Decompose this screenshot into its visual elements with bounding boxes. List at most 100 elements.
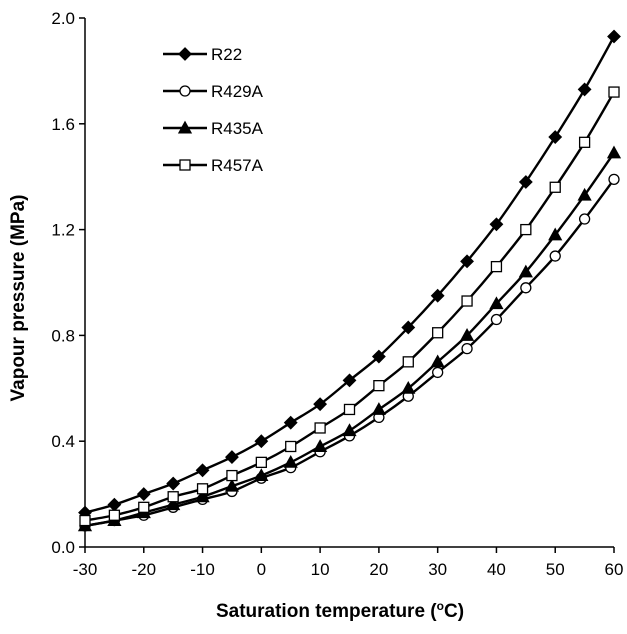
data-point-r457a xyxy=(138,501,150,513)
data-point-r457a xyxy=(373,380,385,392)
data-point-r435a xyxy=(283,455,298,468)
legend-label-r457a: R457A xyxy=(211,156,264,175)
data-point-r22 xyxy=(518,175,533,189)
data-point-r457a xyxy=(167,491,179,503)
legend-entry-r435a: R435A xyxy=(163,119,264,138)
series-r457a xyxy=(79,86,620,527)
legend-marker-r435a xyxy=(177,120,193,134)
series-r435a xyxy=(77,145,622,532)
legend-marker-r457a xyxy=(179,159,191,171)
data-point-r22 xyxy=(166,476,181,491)
x-tick-label: 20 xyxy=(369,560,388,579)
data-point-r435a xyxy=(313,439,328,452)
data-point-r435a xyxy=(166,497,181,511)
data-point-r457a xyxy=(285,440,297,453)
data-point-r457a xyxy=(196,483,209,495)
data-point-r22 xyxy=(225,450,239,464)
data-point-r429a xyxy=(432,366,444,379)
data-point-r429a xyxy=(461,342,473,355)
data-point-r22 xyxy=(107,497,122,512)
data-point-r22 xyxy=(254,434,269,449)
x-tick-label: -30 xyxy=(73,560,98,579)
data-point-r429a xyxy=(520,282,532,294)
data-point-r429a xyxy=(490,313,503,326)
data-point-r435a xyxy=(430,354,445,368)
legend-label-r435a: R435A xyxy=(211,119,264,138)
data-point-r457a xyxy=(108,509,121,521)
y-tick-label: 1.2 xyxy=(51,221,75,240)
data-point-r22 xyxy=(195,463,210,478)
legend-marker-r429a xyxy=(179,85,191,97)
data-point-r22 xyxy=(313,397,328,412)
data-point-r22 xyxy=(548,130,563,144)
series-line-r435a xyxy=(84,152,615,528)
data-point-r22 xyxy=(401,320,416,335)
data-point-r22 xyxy=(489,217,504,232)
y-axis-title: Vapour pressure (MPa) xyxy=(8,195,29,402)
data-point-r429a xyxy=(608,173,620,185)
data-point-r457a xyxy=(79,514,91,527)
data-point-r435a xyxy=(606,145,622,159)
data-point-r457a xyxy=(226,469,238,482)
data-point-r435a xyxy=(254,468,269,482)
y-tick-label: 0.8 xyxy=(51,326,75,345)
data-point-r457a xyxy=(432,327,444,339)
x-tick-label: 40 xyxy=(487,560,506,579)
legend-marker-r22 xyxy=(178,47,192,61)
series-r429a xyxy=(79,173,620,532)
data-point-r435a xyxy=(548,227,563,241)
y-tick-label: 1.6 xyxy=(51,115,75,134)
y-tick-label: 0.4 xyxy=(51,432,75,451)
legend: R22 R429A R435A R457A xyxy=(163,45,264,175)
x-tick-label: 0 xyxy=(257,560,266,579)
data-point-r435a xyxy=(518,264,533,278)
data-point-r457a xyxy=(314,422,326,434)
data-point-r457a xyxy=(578,136,591,148)
data-point-r435a xyxy=(195,489,210,503)
data-point-r435a xyxy=(459,328,475,341)
data-point-r22 xyxy=(577,82,592,97)
data-point-r457a xyxy=(490,260,503,273)
x-tick-label: -10 xyxy=(190,560,215,579)
data-point-r457a xyxy=(255,456,267,469)
data-point-r22 xyxy=(607,29,621,44)
data-point-r435a xyxy=(224,478,240,492)
data-point-r429a xyxy=(549,250,561,262)
data-point-r22 xyxy=(342,373,357,388)
data-point-r22 xyxy=(283,415,298,430)
series-line-r429a xyxy=(84,178,615,528)
x-tick-label: 60 xyxy=(605,560,624,579)
data-point-r435a xyxy=(489,296,504,310)
data-point-r457a xyxy=(549,181,561,193)
y-tick-label: 2.0 xyxy=(51,9,75,28)
x-tick-label: 10 xyxy=(311,560,330,579)
data-point-r22 xyxy=(371,349,386,364)
legend-label-r429a: R429A xyxy=(211,82,264,101)
data-point-r457a xyxy=(520,223,532,236)
data-point-r435a xyxy=(401,380,416,394)
legend-label-r22: R22 xyxy=(211,45,242,64)
legend-entry-r429a: R429A xyxy=(163,82,264,101)
data-point-r429a xyxy=(578,213,591,225)
data-point-r457a xyxy=(402,356,414,368)
legend-entry-r22: R22 xyxy=(163,45,242,64)
x-tick-label: 30 xyxy=(428,560,447,579)
y-tick-label: 0.0 xyxy=(51,538,75,557)
data-point-r435a xyxy=(577,187,592,201)
x-tick-label: 50 xyxy=(546,560,565,579)
series-r22 xyxy=(78,29,621,520)
axes: 0.0 0.4 0.8 1.2 1.6 2.0 -30 -20 -10 0 10 20 30 40 50 60 xyxy=(51,9,623,579)
data-point-r22 xyxy=(430,288,445,303)
series-line-r457a xyxy=(84,91,616,522)
data-point-r22 xyxy=(136,487,151,502)
data-point-r457a xyxy=(461,295,473,307)
data-point-r457a xyxy=(343,403,356,416)
data-point-r435a xyxy=(342,423,357,437)
legend-entry-r457a: R457A xyxy=(163,156,264,175)
x-tick-label: -20 xyxy=(131,560,156,579)
series-layer xyxy=(77,29,622,532)
data-point-r457a xyxy=(608,86,620,98)
data-point-r22 xyxy=(460,254,474,269)
data-point-r435a xyxy=(371,402,386,415)
